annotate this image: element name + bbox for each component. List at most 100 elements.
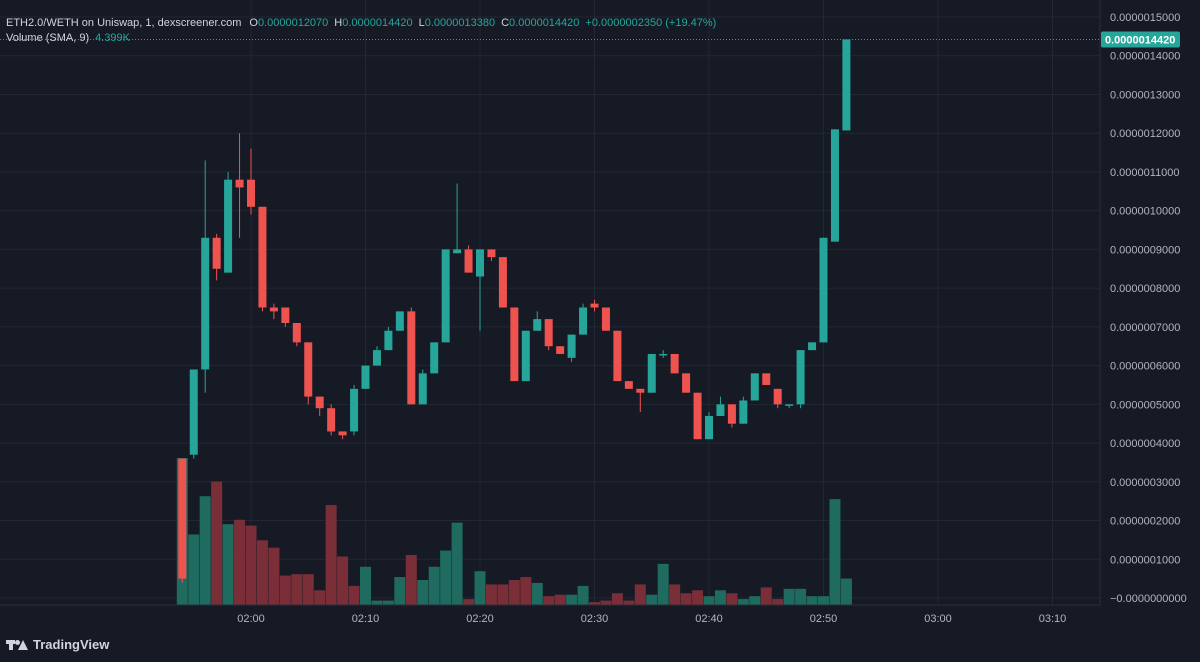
ohlc-row: ETH2.0/WETH on Uniswap, 1, dexscreener.c…: [6, 14, 716, 32]
open-key: O: [249, 17, 258, 29]
time-axis-tick-label: 02:00: [237, 613, 265, 625]
candle-body: [727, 404, 736, 424]
candle-body: [269, 307, 278, 312]
candle-body: [567, 334, 576, 358]
candle-body: [430, 342, 439, 374]
time-axis-tick-label: 03:00: [924, 613, 952, 625]
volume-bar: [508, 580, 520, 605]
price-axis-tick-label: 0.0000003000: [1110, 477, 1180, 489]
tradingview-branding[interactable]: TradingView: [6, 637, 109, 652]
volume-bar: [234, 519, 246, 605]
volume-bar: [440, 550, 452, 605]
volume-bar: [829, 499, 841, 605]
volume-bar: [371, 600, 383, 605]
price-axis-tick-label: 0.0000015000: [1110, 12, 1180, 24]
volume-bar: [360, 566, 371, 605]
volume-bar: [302, 574, 314, 605]
price-axis-tick-label: 0.0000009000: [1110, 244, 1180, 256]
candle-body: [476, 249, 484, 277]
time-axis-tick-label: 02:20: [466, 613, 494, 625]
volume-bar: [680, 593, 692, 605]
volume-bar: [566, 594, 578, 605]
volume-bar: [783, 588, 795, 605]
candle-body: [613, 330, 622, 382]
volume-bar: [657, 563, 669, 605]
price-axis-tick-label: 0.0000010000: [1110, 206, 1180, 218]
low-key: L: [418, 17, 425, 29]
volume-row: Volume (SMA, 9) 4.399K: [6, 32, 716, 44]
candle-body: [350, 388, 359, 432]
volume-bar: [795, 588, 807, 605]
price-axis-tick-label: 0.0000005000: [1110, 399, 1180, 411]
candle-body: [292, 322, 301, 343]
candle-body: [693, 392, 702, 440]
candle-body: [418, 373, 427, 405]
candle-body: [739, 400, 748, 424]
volume-bar: [737, 599, 749, 605]
time-axis-tick-label: 02:40: [695, 613, 723, 625]
volume-indicator-label: Volume (SMA, 9): [6, 32, 90, 44]
volume-bar: [611, 593, 623, 605]
price-axis-tick-label: −0.0000000000: [1110, 593, 1187, 605]
volume-bar: [703, 596, 715, 605]
candle-body: [361, 365, 370, 389]
last-price-label: 0.0000014420: [1105, 34, 1175, 46]
candle-body: [178, 458, 187, 579]
price-axis-tick-label: 0.0000004000: [1110, 438, 1180, 450]
candle-body: [830, 129, 839, 242]
volume-bar: [760, 587, 772, 605]
volume-bar: [314, 590, 326, 605]
volume-bar: [382, 600, 394, 605]
volume-bar: [669, 584, 681, 605]
volume-bar: [806, 596, 818, 605]
candle-body: [281, 307, 290, 323]
candle-body: [441, 249, 450, 343]
candle-body: [773, 388, 782, 405]
volume-bar: [348, 585, 360, 605]
candle-body: [705, 415, 713, 440]
price-axis-tick-label: 0.0000014000: [1110, 51, 1180, 63]
volume-bar: [188, 534, 200, 605]
time-axis-tick-label: 02:50: [810, 613, 838, 625]
volume-bar: [279, 575, 291, 605]
volume-bar: [840, 578, 852, 605]
volume-bar: [772, 599, 784, 605]
candle-body: [498, 257, 507, 308]
volume-bar: [245, 525, 257, 605]
candle-body: [407, 311, 416, 405]
candle-body: [372, 350, 381, 366]
volume-bar: [256, 540, 268, 605]
candle-body: [384, 330, 393, 351]
candle-body: [659, 353, 668, 356]
candle-body: [247, 179, 255, 207]
candle-body: [750, 373, 759, 401]
volume-bar: [463, 599, 475, 605]
volume-bar: [531, 582, 543, 605]
volume-bar: [211, 481, 223, 605]
volume-bar: [428, 566, 440, 605]
candle-body: [842, 39, 851, 131]
volume-bar: [623, 600, 635, 605]
candle-body: [670, 353, 679, 374]
volume-bar: [646, 594, 658, 605]
price-axis-tick-label: 0.0000013000: [1110, 89, 1180, 101]
grid: [0, 0, 1100, 605]
volume-bar: [222, 524, 234, 605]
tradingview-logo-icon: [6, 638, 28, 652]
candle-body: [189, 369, 198, 455]
candle-body: [304, 342, 313, 397]
volume-bar: [474, 571, 486, 605]
volume-bar: [577, 585, 589, 605]
volume-bar: [692, 590, 704, 605]
candle-body: [395, 311, 404, 331]
candle-body: [624, 381, 633, 389]
low-value: 0.0000013380: [424, 17, 496, 29]
candle-body: [556, 346, 565, 354]
volume-bar: [600, 600, 612, 605]
volume-bar: [417, 580, 429, 605]
volume-bar: [634, 584, 646, 605]
candle-body: [601, 307, 610, 331]
candle-body: [636, 388, 645, 393]
volume-bar: [394, 577, 406, 605]
